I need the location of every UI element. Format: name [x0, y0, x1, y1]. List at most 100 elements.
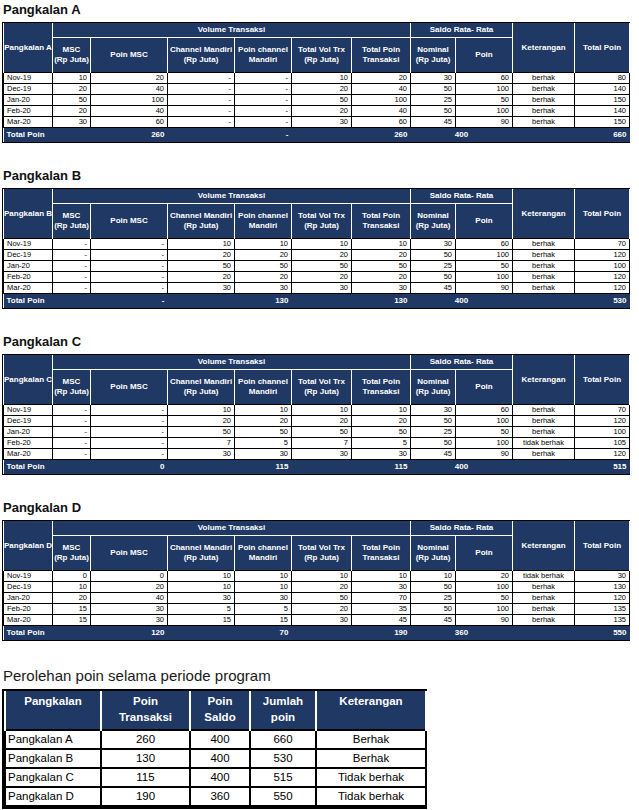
poin-channel-cell: 30: [235, 593, 292, 604]
column-header-poin-msc: Poin MSC: [91, 38, 168, 73]
column-header-msc: MSC (Rp Juta): [53, 370, 91, 405]
table-row: Nov-19 - - 10 10 10 10 30 60 berhak 70: [4, 405, 630, 416]
grand-total-poin-cell: 515: [575, 460, 630, 475]
column-header-nominal: Nominal (Rp Juta): [411, 204, 456, 239]
column-header-poin-saldo: Poin: [456, 204, 513, 239]
column-header-nominal: Nominal (Rp Juta): [411, 536, 456, 571]
section-pangkalan-d: Pangkalan D Pangkalan D Volume Transaksi…: [2, 500, 639, 641]
keterangan-cell: tidak berhak: [513, 571, 575, 582]
keterangan-cell: berhak: [513, 272, 575, 283]
poin-transaksi-cell: 130: [101, 749, 190, 768]
column-header-total-poin-transaksi: Total Poin Transaksi: [352, 370, 411, 405]
total-vol-trx-cell: 30: [292, 615, 352, 626]
column-header-nominal: Nominal (Rp Juta): [411, 38, 456, 73]
column-header-poin-saldo: Poin: [456, 370, 513, 405]
total-row: Total Poin 0 115 115 400 515: [4, 460, 630, 475]
row-label-cell: Dec-19: [4, 84, 53, 95]
keterangan-cell: Berhak: [316, 730, 426, 749]
poin-channel-cell: 20: [235, 250, 292, 261]
row-label-cell: Nov-19: [4, 405, 53, 416]
poin-msc-cell: -: [91, 239, 168, 250]
group-header-saldo-rata-rata: Saldo Rata- Rata: [411, 355, 513, 370]
channel-mandiri-cell: 20: [168, 250, 235, 261]
pangkalan-name-cell: Pangkalan B: [5, 749, 101, 768]
nominal-cell: 50: [411, 272, 456, 283]
summary-section: Perolehan poin selama periode program Pa…: [2, 667, 639, 809]
msc-cell: -: [53, 250, 91, 261]
channel-mandiri-cell: -: [168, 95, 235, 106]
row-label-cell: Nov-19: [4, 239, 53, 250]
group-header-volume-transaksi: Volume Transaksi: [53, 355, 411, 370]
total-vol-trx-cell: 50: [292, 261, 352, 272]
group-header-volume-transaksi: Volume Transaksi: [53, 521, 411, 536]
total-row-label: Total Poin: [4, 294, 53, 309]
group-header-saldo-rata-rata: Saldo Rata- Rata: [411, 521, 513, 536]
nominal-cell: 30: [411, 405, 456, 416]
keterangan-cell: berhak: [513, 582, 575, 593]
jumlah-poin-cell: 660: [250, 730, 316, 749]
channel-mandiri-cell: 50: [168, 261, 235, 272]
poin-saldo-cell: 90: [456, 283, 513, 294]
total-vol-trx-cell: 10: [292, 239, 352, 250]
grand-total-poin-cell: 550: [575, 626, 630, 641]
channel-mandiri-cell: 50: [168, 427, 235, 438]
poin-saldo-cell: 60: [456, 239, 513, 250]
poin-channel-cell: -: [235, 95, 292, 106]
total-keterangan-empty-cell: [513, 128, 575, 143]
column-header-channel-mandiri: Channel Mandiri (Rp Juta): [168, 536, 235, 571]
total-poin-transaksi-cell: 30: [352, 582, 411, 593]
pangkalan-name-cell: Pangkalan C: [5, 768, 101, 787]
table-row: Feb-20 15 30 5 5 20 35 50 100 berhak 135: [4, 604, 630, 615]
total-vol-trx-cell: 20: [292, 84, 352, 95]
nominal-cell: 50: [411, 604, 456, 615]
grand-total-poin-cell: 660: [575, 128, 630, 143]
poin-msc-cell: 0: [91, 571, 168, 582]
total-poin-transaksi-cell: 40: [352, 84, 411, 95]
msc-cell: -: [53, 283, 91, 294]
keterangan-cell: Tidak berhak: [316, 768, 426, 787]
poin-msc-cell: 20: [91, 582, 168, 593]
group-header-volume-transaksi: Volume Transaksi: [53, 189, 411, 204]
column-header-channel-mandiri: Channel Mandiri (Rp Juta): [168, 204, 235, 239]
table-row: Mar-20 - - 30 30 30 30 45 90 berhak 120: [4, 449, 630, 460]
poin-saldo-cell: 90: [456, 449, 513, 460]
total-poin-cell: 120: [575, 416, 630, 427]
poin-msc-cell: -: [91, 449, 168, 460]
poin-msc-cell: -: [91, 405, 168, 416]
total-vol-trx-cell: 30: [292, 283, 352, 294]
channel-mandiri-cell: 20: [168, 272, 235, 283]
column-header-keterangan: Keterangan: [513, 521, 575, 571]
summary-row: Pangkalan B 130 400 530 Berhak: [5, 749, 426, 768]
table-row: Feb-20 - - 20 20 20 20 50 100 berhak 120: [4, 272, 630, 283]
nominal-cell: 45: [411, 615, 456, 626]
total-poin-transaksi-cell: 40: [352, 106, 411, 117]
total-poin-transaksi-cell: 50: [352, 261, 411, 272]
summary-table: Pangkalan Poin Transaksi Poin Saldo Juml…: [2, 689, 427, 809]
column-header-total-poin: Total Poin: [575, 355, 630, 405]
poin-msc-cell: -: [91, 261, 168, 272]
column-header-total-vol-trx: Total Vol Trx (Rp Juta): [292, 38, 352, 73]
total-vol-trx-cell: 50: [292, 427, 352, 438]
msc-cell: -: [53, 272, 91, 283]
table-corner-header: Pangkalan D: [4, 521, 53, 571]
poin-channel-cell: 10: [235, 239, 292, 250]
nominal-cell: 50: [411, 106, 456, 117]
total-poin-transaksi-cell: 100: [352, 95, 411, 106]
channel-mandiri-cell: -: [168, 73, 235, 84]
poin-channel-cell: -: [235, 84, 292, 95]
poin-channel-cell: 50: [235, 427, 292, 438]
row-label-cell: Jan-20: [4, 261, 53, 272]
section-pangkalan-c: Pangkalan C Pangkalan C Volume Transaksi…: [2, 334, 639, 475]
nominal-cell: 50: [411, 84, 456, 95]
total-poin-transaksi-cell: 130: [292, 294, 411, 309]
table-corner-header: Pangkalan A: [4, 23, 53, 73]
table-row: Jan-20 - - 50 50 50 50 25 50 berhak 100: [4, 427, 630, 438]
pangkalan-table: Pangkalan A Volume Transaksi Saldo Rata-…: [2, 22, 630, 143]
total-poin-cell: 30: [575, 571, 630, 582]
total-poin-cell: 150: [575, 117, 630, 128]
poin-channel-cell: 30: [235, 449, 292, 460]
total-vol-trx-cell: 10: [292, 73, 352, 84]
poin-saldo-cell: 20: [456, 571, 513, 582]
column-header-channel-mandiri: Channel Mandiri (Rp Juta): [168, 370, 235, 405]
poin-channel-cell: -: [235, 73, 292, 84]
